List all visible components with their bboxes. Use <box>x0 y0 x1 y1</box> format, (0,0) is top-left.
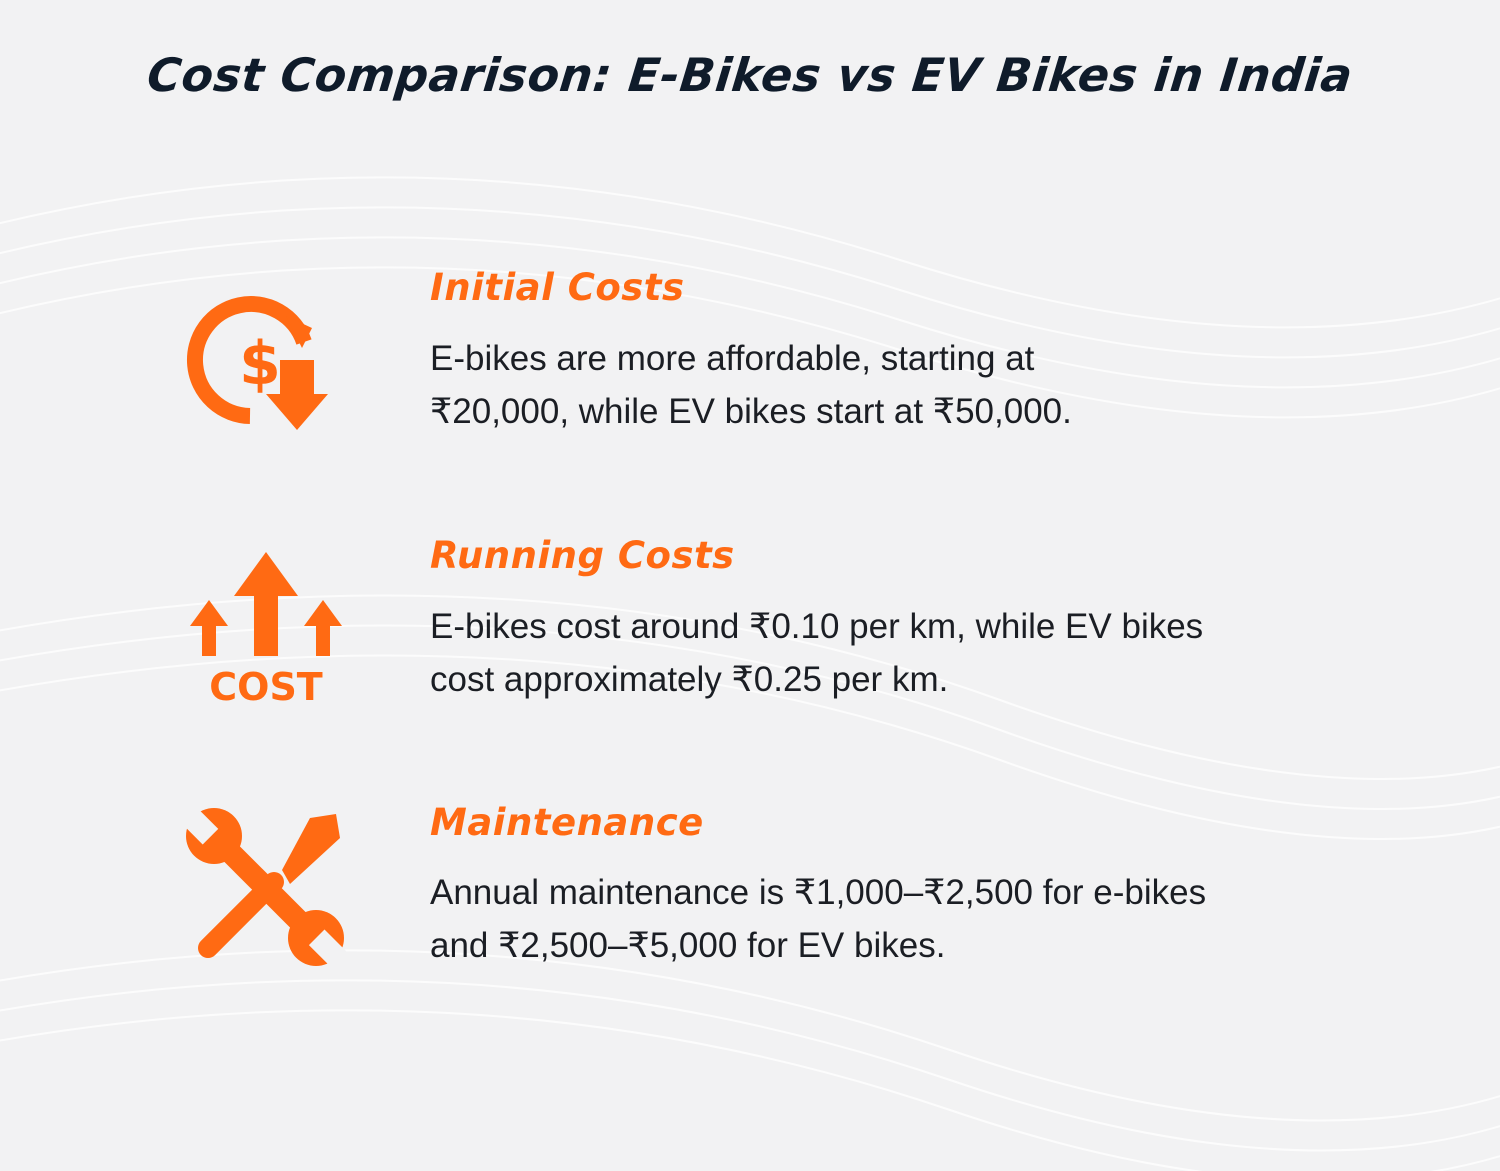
section-heading: Initial Costs <box>430 266 685 309</box>
section-body: E-bikes are more affordable, starting at… <box>430 332 1330 438</box>
body-line: E-bikes are more affordable, starting at <box>430 339 1035 378</box>
icon-label: COST <box>209 665 323 708</box>
dollar-down-icon: $ <box>186 288 346 448</box>
body-line: E-bikes cost around ₹0.10 per km, while … <box>430 607 1204 646</box>
page-title: Cost Comparison: E-Bikes vs EV Bikes in … <box>144 48 1356 102</box>
svg-text:$: $ <box>239 329 281 399</box>
section-heading: Running Costs <box>430 534 735 577</box>
body-line: Annual maintenance is ₹1,000–₹2,500 for … <box>430 873 1207 912</box>
section-body: E-bikes cost around ₹0.10 per km, while … <box>430 600 1330 706</box>
cost-up-arrows-icon: COST <box>186 548 346 708</box>
body-line: and ₹2,500–₹5,000 for EV bikes. <box>430 926 946 965</box>
body-line: cost approximately ₹0.25 per km. <box>430 660 949 699</box>
body-line: ₹20,000, while EV bikes start at ₹50,000… <box>430 392 1072 431</box>
wrench-screwdriver-icon <box>186 808 346 968</box>
section-body: Annual maintenance is ₹1,000–₹2,500 for … <box>430 866 1330 972</box>
section-heading: Maintenance <box>430 801 704 844</box>
